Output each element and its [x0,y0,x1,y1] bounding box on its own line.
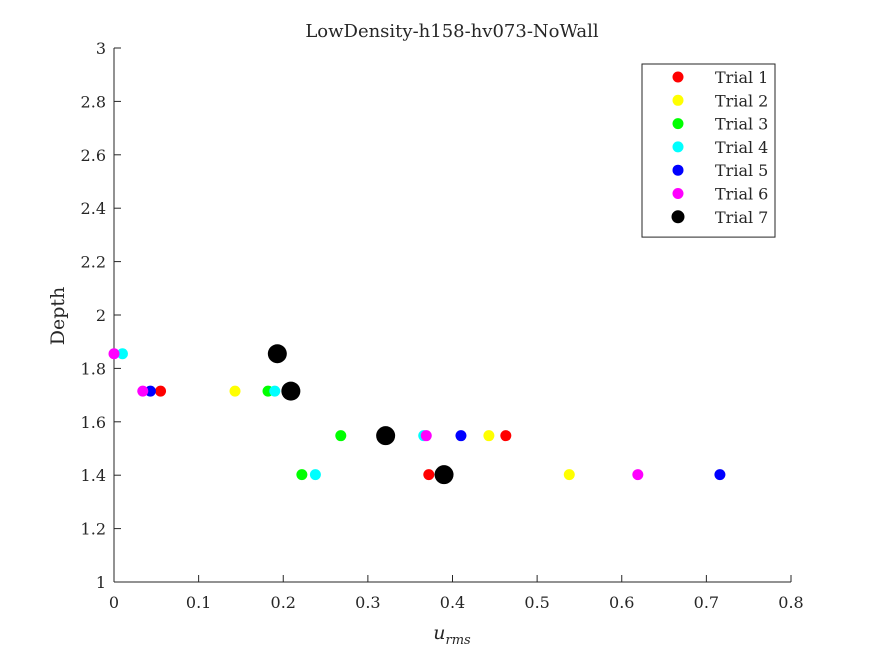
data-point-trial-1 [155,385,167,397]
data-point-trial-1 [500,430,512,442]
data-point-trial-2 [229,385,241,397]
y-tick-label: 1.8 [81,359,106,378]
legend-marker [672,164,684,176]
y-tick-label: 2.2 [81,253,106,272]
legend-marker [671,210,685,224]
legend-label: Trial 2 [715,91,768,110]
data-point-trial-4 [116,348,128,360]
data-point-trial-7 [281,381,301,401]
data-point-trial-3 [296,469,308,481]
legend-marker [672,118,684,130]
x-tick-label: 0.7 [694,593,719,612]
data-point-trial-6 [108,348,120,360]
data-point-trial-4 [309,469,321,481]
x-tick-label: 0.4 [440,593,465,612]
data-point-trial-2 [563,469,575,481]
legend-label: Trial 1 [715,68,768,87]
data-point-trial-7 [434,465,454,485]
data-points [108,344,726,485]
y-axis-label: Depth [47,287,69,346]
legend-box [641,63,776,238]
legend-label: Trial 5 [715,161,768,180]
y-tick-label: 2.6 [81,146,106,165]
y-tick-label: 1.4 [81,466,106,485]
y-tick-label: 1.6 [81,413,106,432]
data-point-trial-7 [267,344,287,364]
data-point-trial-7 [376,426,396,446]
y-tick-label: 1.2 [81,520,106,539]
data-point-trial-6 [137,385,149,397]
legend: Trial 1 Trial 2 Trial 3 Trial 4 Trial 5 Trial… [641,63,776,238]
chart-title: LowDensity-h158-hv073-NoWall [305,21,599,42]
data-point-trial-4 [269,385,281,397]
legend-marker [672,188,684,199]
x-tick-label: 0.5 [524,593,549,612]
data-point-trial-5 [714,469,726,481]
legend-label: Trial 6 [715,185,768,204]
legend-marker [672,71,684,83]
x-tick-label: 0.3 [355,593,380,612]
y-tick-label: 2.8 [81,92,106,111]
data-point-trial-5 [455,430,467,442]
legend-label: Trial 7 [715,208,768,227]
data-point-trial-6 [420,430,432,442]
x-tick-label: 0.6 [609,593,634,612]
y-tick-label: 2 [96,306,106,325]
y-tick-label: 1 [96,573,106,592]
x-axis-label-main: u [433,622,445,644]
x-tick-label: 0.8 [778,593,803,612]
y-tick-label: 3 [96,39,106,58]
data-point-trial-2 [483,430,495,442]
y-tick-label: 2.4 [81,199,106,218]
x-axis-label: urms [433,622,471,648]
data-point-trial-5 [144,385,156,397]
legend-label: Trial 4 [715,138,768,157]
data-point-trial-3 [335,430,347,442]
x-tick-label: 0 [109,593,119,612]
x-tick-label: 0.1 [186,593,211,612]
data-point-trial-1 [423,469,435,481]
y-axis: 1 1.2 1.4 1.6 1.8 2 2.2 2.4 2.6 2.8 3 [81,39,121,592]
legend-marker [672,94,684,106]
data-point-trial-6 [632,469,644,481]
legend-label: Trial 3 [715,115,768,134]
x-axis-label-subscript: rms [446,633,472,648]
legend-marker [672,141,684,153]
x-tick-label: 0.2 [271,593,296,612]
x-axis: 0 0.1 0.2 0.3 0.4 0.5 0.6 0.7 0.8 [109,575,804,612]
